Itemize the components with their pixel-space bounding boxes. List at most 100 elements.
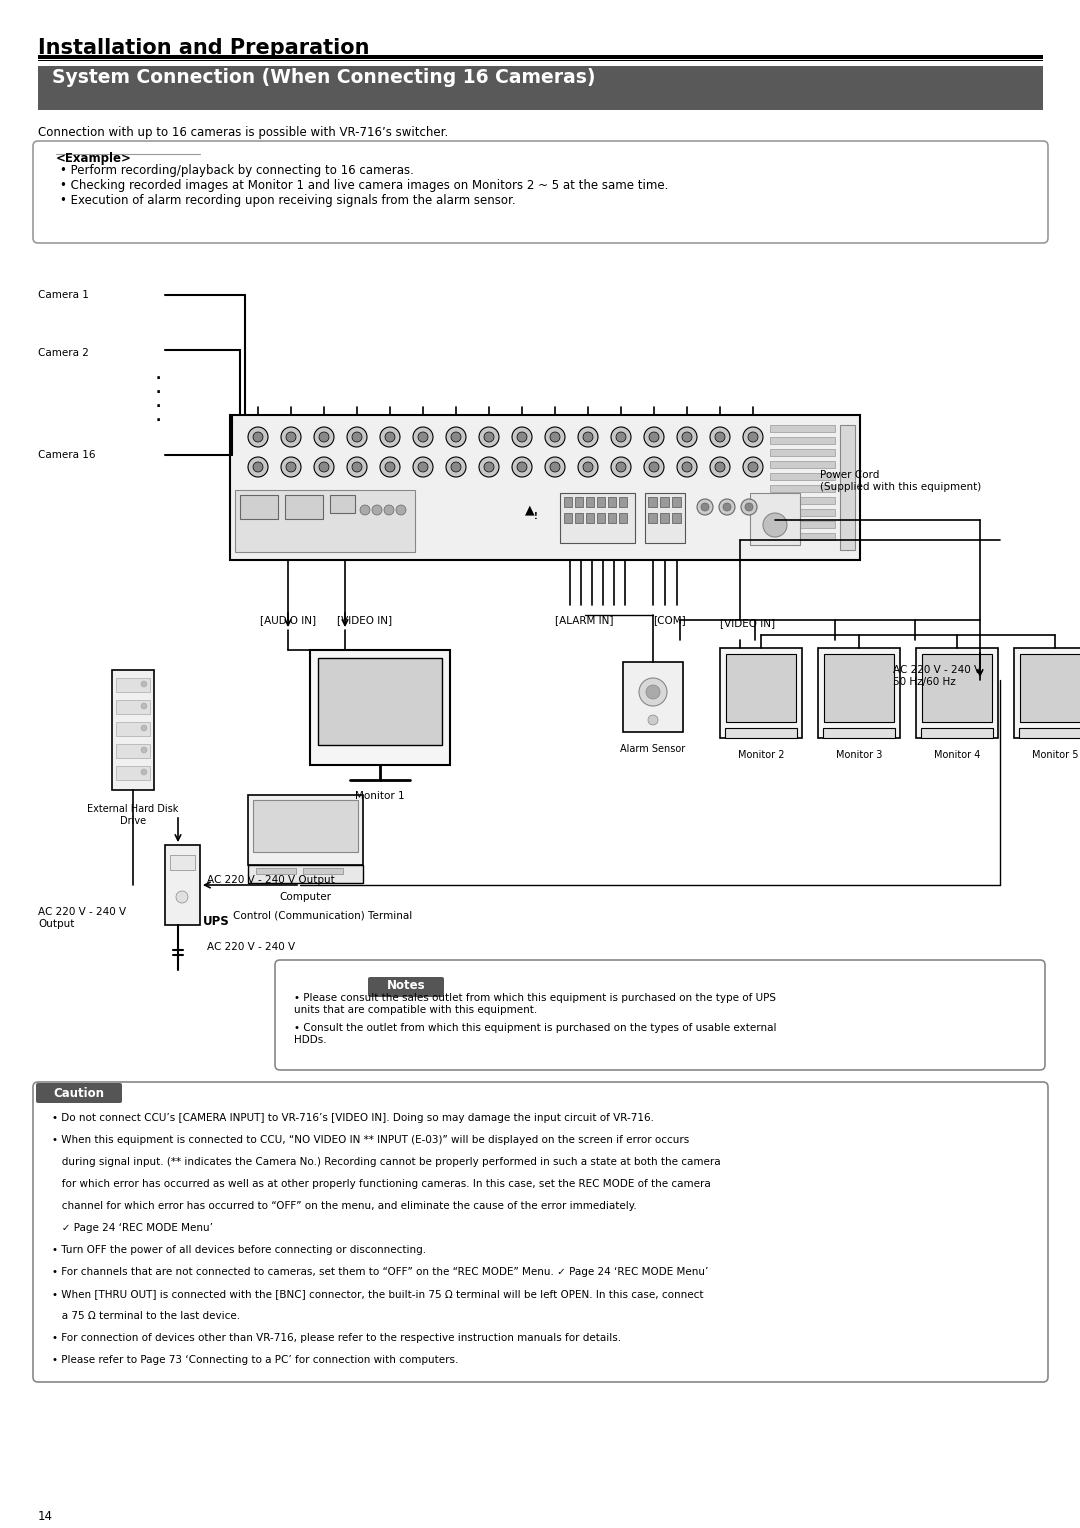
Bar xyxy=(922,654,993,723)
Circle shape xyxy=(578,426,598,448)
Circle shape xyxy=(512,457,532,477)
Circle shape xyxy=(681,432,692,442)
Bar xyxy=(1020,654,1080,723)
Bar xyxy=(619,497,627,507)
Bar xyxy=(608,513,616,523)
Circle shape xyxy=(286,432,296,442)
Bar xyxy=(770,509,835,516)
Text: Output: Output xyxy=(38,918,75,929)
Circle shape xyxy=(578,457,598,477)
Bar xyxy=(818,648,900,738)
Text: .: . xyxy=(156,396,161,410)
Circle shape xyxy=(545,457,565,477)
Text: 14: 14 xyxy=(38,1510,53,1523)
Text: • Execution of alarm recording upon receiving signals from the alarm sensor.: • Execution of alarm recording upon rece… xyxy=(60,194,515,206)
Text: Control (Communication) Terminal: Control (Communication) Terminal xyxy=(233,911,413,920)
Circle shape xyxy=(762,513,787,536)
Text: AC 220 V - 240 V
50 Hz/60 Hz: AC 220 V - 240 V 50 Hz/60 Hz xyxy=(893,665,981,686)
Bar xyxy=(660,497,669,507)
Text: • When [THRU OUT] is connected with the [BNC] connector, the built-in 75 Ω termi: • When [THRU OUT] is connected with the … xyxy=(52,1290,703,1299)
Bar xyxy=(770,497,835,504)
FancyBboxPatch shape xyxy=(33,141,1048,243)
Circle shape xyxy=(517,461,527,472)
Circle shape xyxy=(719,500,735,515)
Circle shape xyxy=(611,457,631,477)
Circle shape xyxy=(314,426,334,448)
Circle shape xyxy=(517,432,527,442)
Bar xyxy=(770,461,835,468)
Bar xyxy=(770,484,835,492)
Circle shape xyxy=(446,426,465,448)
Text: Computer: Computer xyxy=(279,892,330,902)
Circle shape xyxy=(281,426,301,448)
Circle shape xyxy=(352,432,362,442)
Bar xyxy=(575,497,583,507)
Bar xyxy=(608,497,616,507)
Bar xyxy=(116,678,150,692)
Text: .: . xyxy=(156,382,161,396)
Circle shape xyxy=(545,426,565,448)
Bar xyxy=(318,659,442,746)
Bar xyxy=(623,662,683,732)
Text: Monitor 2: Monitor 2 xyxy=(738,750,784,759)
Bar xyxy=(619,513,627,523)
Bar xyxy=(330,495,355,513)
Bar xyxy=(116,744,150,758)
Text: • Checking recorded images at Monitor 1 and live camera images on Monitors 2 ~ 5: • Checking recorded images at Monitor 1 … xyxy=(60,179,669,193)
Bar xyxy=(824,654,894,723)
Text: External Hard Disk
Drive: External Hard Disk Drive xyxy=(87,804,178,825)
Bar xyxy=(575,513,583,523)
Text: [VIDEO IN]: [VIDEO IN] xyxy=(720,617,775,628)
Text: [COM]: [COM] xyxy=(653,614,686,625)
Circle shape xyxy=(681,461,692,472)
Text: AC 220 V - 240 V Output: AC 220 V - 240 V Output xyxy=(207,876,335,885)
Text: Connection with up to 16 cameras is possible with VR-716’s switcher.: Connection with up to 16 cameras is poss… xyxy=(38,125,448,139)
Bar xyxy=(165,845,200,924)
Bar xyxy=(916,648,998,738)
Circle shape xyxy=(446,457,465,477)
Circle shape xyxy=(611,426,631,448)
Text: for which error has occurred as well as at other properly functioning cameras. I: for which error has occurred as well as … xyxy=(52,1180,711,1189)
Circle shape xyxy=(616,461,626,472)
Bar xyxy=(116,723,150,736)
Text: during signal input. (** indicates the Camera No.) Recording cannot be properly : during signal input. (** indicates the C… xyxy=(52,1157,720,1167)
Text: [ALARM IN]: [ALARM IN] xyxy=(555,614,613,625)
Circle shape xyxy=(314,457,334,477)
Bar xyxy=(116,766,150,779)
Bar xyxy=(38,66,1043,110)
Text: • Please consult the sales outlet from which this equipment is purchased on the : • Please consult the sales outlet from w… xyxy=(294,993,777,1015)
Circle shape xyxy=(648,715,658,724)
Circle shape xyxy=(396,504,406,515)
Text: • Perform recording/playback by connecting to 16 cameras.: • Perform recording/playback by connecti… xyxy=(60,163,414,177)
Bar xyxy=(648,513,657,523)
Circle shape xyxy=(372,504,382,515)
Circle shape xyxy=(644,426,664,448)
Circle shape xyxy=(745,503,753,510)
Text: Monitor 4: Monitor 4 xyxy=(934,750,981,759)
Text: ✓ Page 24 ‘REC MODE Menu’: ✓ Page 24 ‘REC MODE Menu’ xyxy=(52,1222,213,1233)
Circle shape xyxy=(697,500,713,515)
Bar xyxy=(597,513,605,523)
Bar xyxy=(116,700,150,714)
Circle shape xyxy=(484,432,494,442)
Bar xyxy=(672,513,681,523)
Text: UPS: UPS xyxy=(203,915,230,927)
Circle shape xyxy=(743,426,762,448)
Circle shape xyxy=(644,457,664,477)
Circle shape xyxy=(741,500,757,515)
Bar xyxy=(248,865,363,883)
Text: • For connection of devices other than VR-716, please refer to the respective in: • For connection of devices other than V… xyxy=(52,1332,621,1343)
Bar xyxy=(672,497,681,507)
Circle shape xyxy=(748,432,758,442)
Bar xyxy=(564,497,572,507)
Text: [AUDIO IN]: [AUDIO IN] xyxy=(260,614,316,625)
Circle shape xyxy=(380,426,400,448)
Bar xyxy=(170,856,195,869)
Bar xyxy=(285,495,323,520)
Circle shape xyxy=(743,457,762,477)
Text: • When this equipment is connected to CCU, “NO VIDEO IN ** INPUT (E-03)” will be: • When this equipment is connected to CC… xyxy=(52,1135,689,1144)
Text: <Example>: <Example> xyxy=(56,151,132,165)
Bar xyxy=(720,648,802,738)
Circle shape xyxy=(715,461,725,472)
Circle shape xyxy=(248,426,268,448)
